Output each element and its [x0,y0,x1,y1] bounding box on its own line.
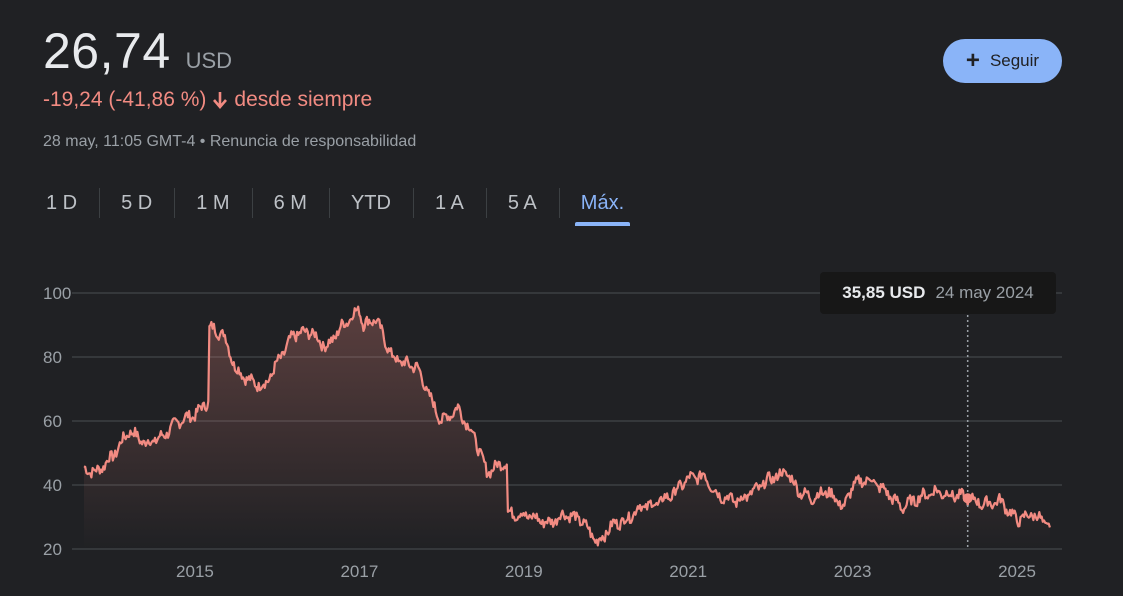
plus-icon: + [965,47,980,74]
tab-max[interactable]: Máx. [558,186,646,226]
chart-tooltip: 35,85 USD 24 may 2024 [820,272,1056,314]
chart-area-fill [84,306,1050,549]
current-price: 26,74 [43,23,171,79]
x-tick-label: 2019 [505,562,543,581]
tab-1d[interactable]: 1 D [46,191,78,214]
price-row: 26,74 USD [43,22,232,80]
range-tabs: 1 D 5 D 1 M 6 M YTD 1 A 5 A Máx. [24,186,646,226]
x-tick-label: 2017 [340,562,378,581]
tab-5a[interactable]: 5 A [485,186,559,220]
tooltip-value: 35,85 USD [842,283,926,302]
change-row: -19,24 (-41,86 %) desde siempre [43,88,372,112]
change-period: desde siempre [234,88,373,111]
y-tick-label: 20 [43,540,62,559]
timestamp-disclaimer[interactable]: 28 may, 11:05 GMT-4 • Renuncia de respon… [43,133,417,150]
x-tick-label: 2015 [176,562,214,581]
tooltip-date: 24 may 2024 [935,283,1034,302]
follow-button[interactable]: + Seguir [943,39,1062,83]
chart-price-line [83,305,1051,547]
y-tick-label: 40 [43,476,62,495]
x-tick-label: 2023 [834,562,872,581]
tab-6m[interactable]: 6 M [251,186,329,220]
tab-1m[interactable]: 1 M [174,186,251,220]
hover-point [962,493,973,504]
arrow-down-icon [212,91,228,109]
tab-1a[interactable]: 1 A [412,186,486,220]
price-change: -19,24 (-41,86 %) [43,88,207,111]
tab-ytd[interactable]: YTD [328,186,413,220]
y-tick-label: 60 [43,412,62,431]
y-tick-label: 100 [43,284,71,303]
currency-label: USD [185,48,233,73]
x-tick-label: 2025 [998,562,1036,581]
y-tick-label: 80 [43,348,62,367]
tab-5d[interactable]: 5 D [99,186,174,220]
follow-button-label: Seguir [989,51,1040,70]
x-tick-label: 2021 [669,562,707,581]
